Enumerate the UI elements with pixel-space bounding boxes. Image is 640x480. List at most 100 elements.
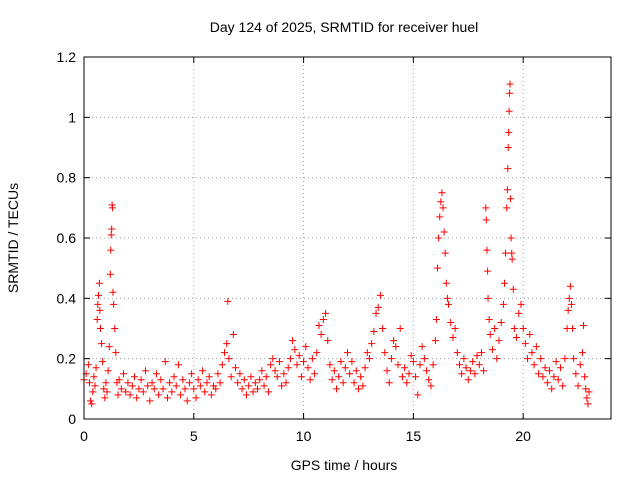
x-tick-label: 20 <box>515 428 531 444</box>
data-point-marker <box>108 225 116 233</box>
y-tick-label: 0.4 <box>57 290 77 306</box>
data-point-marker <box>135 385 143 393</box>
data-point-marker <box>473 352 481 360</box>
data-point-marker <box>304 364 312 372</box>
data-point-marker <box>102 379 110 387</box>
data-point-marker <box>262 373 270 381</box>
data-point-marker <box>370 328 378 336</box>
data-point-marker <box>273 373 281 381</box>
data-point-marker <box>256 376 264 384</box>
data-point-marker <box>91 382 99 390</box>
data-point-marker <box>485 315 493 323</box>
data-point-marker <box>354 385 362 393</box>
data-point-marker <box>141 367 149 375</box>
data-point-marker <box>124 379 132 387</box>
data-point-marker <box>464 376 472 384</box>
data-point-marker <box>146 397 154 405</box>
data-point-marker <box>556 364 564 372</box>
data-point-marker <box>572 370 580 378</box>
data-point-marker <box>275 358 283 366</box>
data-point-marker <box>207 391 215 399</box>
data-point-marker <box>499 300 507 308</box>
data-point-marker <box>341 364 349 372</box>
data-point-marker <box>297 373 305 381</box>
data-point-marker <box>221 349 229 357</box>
data-point-marker <box>179 376 187 384</box>
data-point-marker <box>482 216 490 224</box>
data-point-marker <box>227 373 235 381</box>
data-point-marker <box>506 80 514 88</box>
data-point-marker <box>584 400 592 408</box>
data-point-marker <box>440 228 448 236</box>
data-point-marker <box>106 270 114 278</box>
data-point-marker <box>569 325 577 332</box>
data-point-marker <box>507 234 515 242</box>
x-axis-label: GPS time / hours <box>291 457 398 473</box>
data-point-marker <box>528 349 536 357</box>
data-point-marker <box>368 340 376 348</box>
data-point-marker <box>515 309 523 317</box>
data-point-marker <box>469 358 477 366</box>
data-point-marker <box>122 388 130 396</box>
data-point-marker <box>486 331 494 339</box>
data-point-marker <box>267 361 275 369</box>
data-point-marker <box>519 325 527 332</box>
x-tick-label: 0 <box>80 428 88 444</box>
data-point-marker <box>152 370 160 378</box>
data-point-marker <box>570 355 578 363</box>
data-point-marker <box>505 107 513 115</box>
data-point-marker <box>107 246 115 254</box>
y-axis-label: SRMTID / TECUs <box>5 183 21 293</box>
chart-title: Day 124 of 2025, SRMTID for receiver hue… <box>210 19 478 35</box>
data-point-marker <box>427 382 435 390</box>
data-point-marker <box>583 394 591 402</box>
data-point-marker <box>278 382 286 390</box>
data-point-marker <box>566 282 574 290</box>
data-point-marker <box>177 391 185 399</box>
data-point-marker <box>203 379 211 387</box>
data-point-marker <box>117 385 125 393</box>
data-point-marker <box>532 343 540 351</box>
data-point-marker <box>438 189 446 197</box>
data-point-marker <box>437 198 445 206</box>
data-point-marker <box>580 321 588 329</box>
data-point-marker <box>114 391 122 399</box>
data-point-marker <box>317 331 325 339</box>
data-point-marker <box>453 349 461 357</box>
data-point-marker <box>229 331 237 339</box>
data-point-marker <box>460 355 468 363</box>
data-point-marker <box>286 355 294 363</box>
data-point-marker <box>101 394 109 402</box>
data-point-marker <box>93 315 101 323</box>
data-point-marker <box>172 382 180 390</box>
data-point-marker <box>546 367 554 375</box>
data-point-marker <box>537 355 545 363</box>
data-point-marker <box>103 388 111 396</box>
data-point-marker <box>508 249 516 257</box>
x-tick-label: 10 <box>296 428 312 444</box>
data-point-marker <box>183 397 191 405</box>
data-point-marker <box>488 346 496 354</box>
data-point-marker <box>311 370 319 378</box>
data-point-marker <box>242 391 250 399</box>
data-point-marker <box>407 352 415 360</box>
data-point-marker <box>484 267 492 275</box>
data-point-marker <box>109 204 117 212</box>
data-point-marker <box>293 361 301 369</box>
data-point-marker <box>381 349 389 357</box>
data-point-marker <box>225 355 233 363</box>
data-point-marker <box>234 379 242 387</box>
data-point-marker <box>96 325 104 332</box>
data-point-marker <box>157 376 165 384</box>
data-point-marker <box>170 373 178 381</box>
data-point-marker <box>155 391 163 399</box>
data-point-marker <box>431 337 439 345</box>
data-point-marker <box>185 379 193 387</box>
data-point-marker <box>462 364 470 372</box>
data-point-marker <box>269 355 277 363</box>
data-points <box>80 80 593 408</box>
x-tick-label: 5 <box>190 428 198 444</box>
data-point-marker <box>104 367 112 375</box>
data-point-marker <box>442 279 450 287</box>
data-point-marker <box>554 376 562 384</box>
